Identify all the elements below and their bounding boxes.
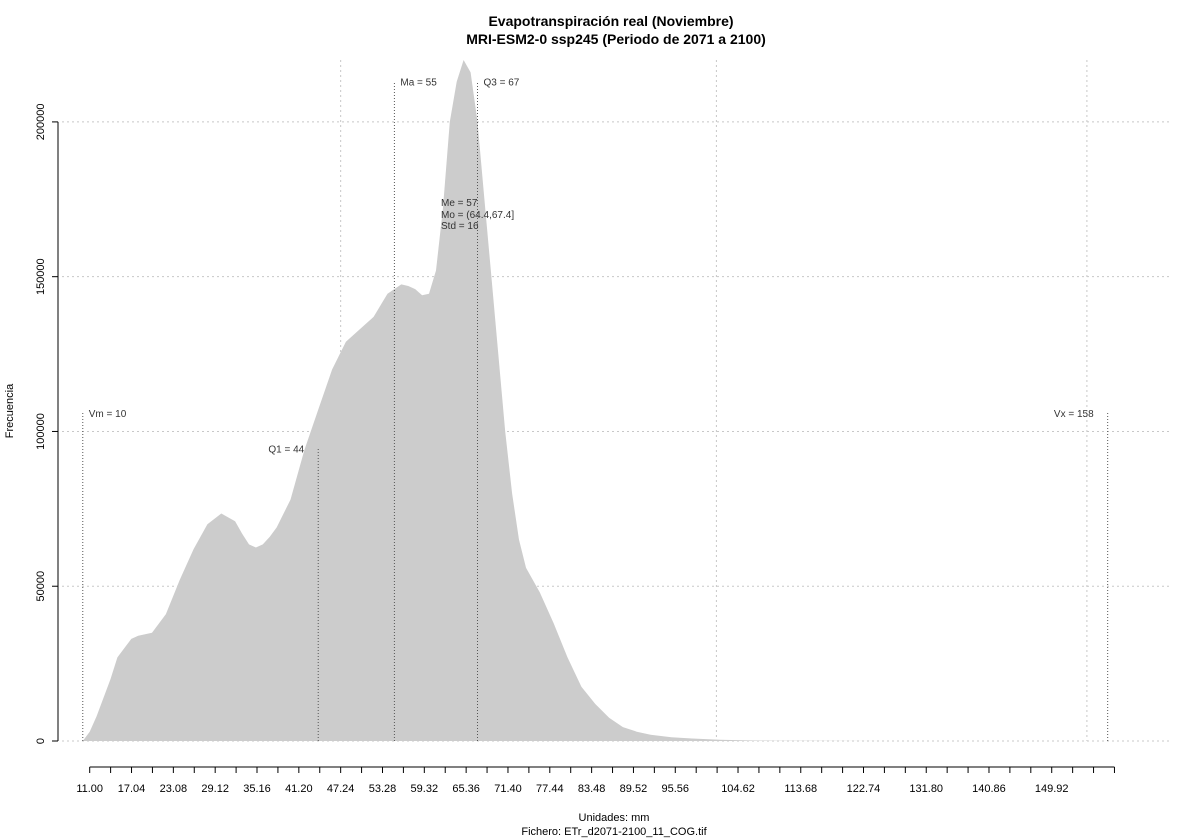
x-tick-label: 104.62 [721,783,755,795]
x-tick-label: 113.68 [784,783,817,795]
x-axis: 11.00 17.04 23.08 29.12 35.16 41.20 47.24 53.28… [76,766,1115,795]
footer-filename: Fichero: ETr_d2071-2100_11_COG.tif [521,826,707,838]
x-tick-label: 77.44 [536,783,564,795]
density-fill [82,60,1108,741]
x-tick-label: 53.28 [369,783,397,795]
stat-median: Me = 57 [441,198,478,209]
y-axis-label: Frecuencia [4,383,16,438]
x-tick-label: 83.48 [578,783,606,795]
density-area [82,60,1108,741]
marker-label: Q1 = 44 [268,444,304,455]
x-tick-label: 71.40 [494,783,522,795]
x-tick-label: 35.16 [243,783,271,795]
y-axis: 0 50000 100000 150000 200000 [35,104,59,744]
x-tick-label: 11.00 [76,783,103,795]
stat-std: Std = 16 [441,221,479,232]
x-tick-label: 122.74 [847,783,881,795]
x-tick-label: 95.56 [662,783,690,795]
y-tick-label: 100000 [35,413,47,450]
marker-label: Vm = 10 [89,409,127,420]
stats-box: Me = 57 Mo = (64.4,67.4] Std = 16 [441,198,514,232]
x-tick-label: 140.86 [972,783,1006,795]
statistic-markers: Vm = 10 Q1 = 44 Ma = 55 Q3 = 67 Vx = 158 [82,78,1109,741]
x-tick-label: 23.08 [160,783,188,795]
x-tick-label: 131.80 [909,783,943,795]
x-tick-label: 89.52 [620,783,648,795]
y-tick-label: 200000 [35,104,47,141]
marker-label: Vx = 158 [1054,409,1094,420]
stat-mode: Mo = (64.4,67.4] [441,210,514,221]
chart-subtitle: MRI-ESM2-0 ssp245 (Periodo de 2071 a 210… [466,31,766,47]
y-tick-label: 0 [35,738,47,744]
x-tick-label: 59.32 [411,783,439,795]
marker-label: Q3 = 67 [484,78,520,89]
x-tick-label: 29.12 [201,783,229,795]
x-axis-label: Unidades: mm [579,812,650,824]
x-tick-label: 47.24 [327,783,355,795]
y-tick-label: 150000 [35,258,47,295]
x-tick-label: 17.04 [118,783,146,795]
y-tick-label: 50000 [35,571,47,602]
x-tick-label: 65.36 [452,783,480,795]
x-tick-label: 149.92 [1035,783,1069,795]
chart-title: Evapotranspiración real (Noviembre) [488,13,733,29]
marker-label: Ma = 55 [400,78,437,89]
x-tick-label: 41.20 [285,783,313,795]
